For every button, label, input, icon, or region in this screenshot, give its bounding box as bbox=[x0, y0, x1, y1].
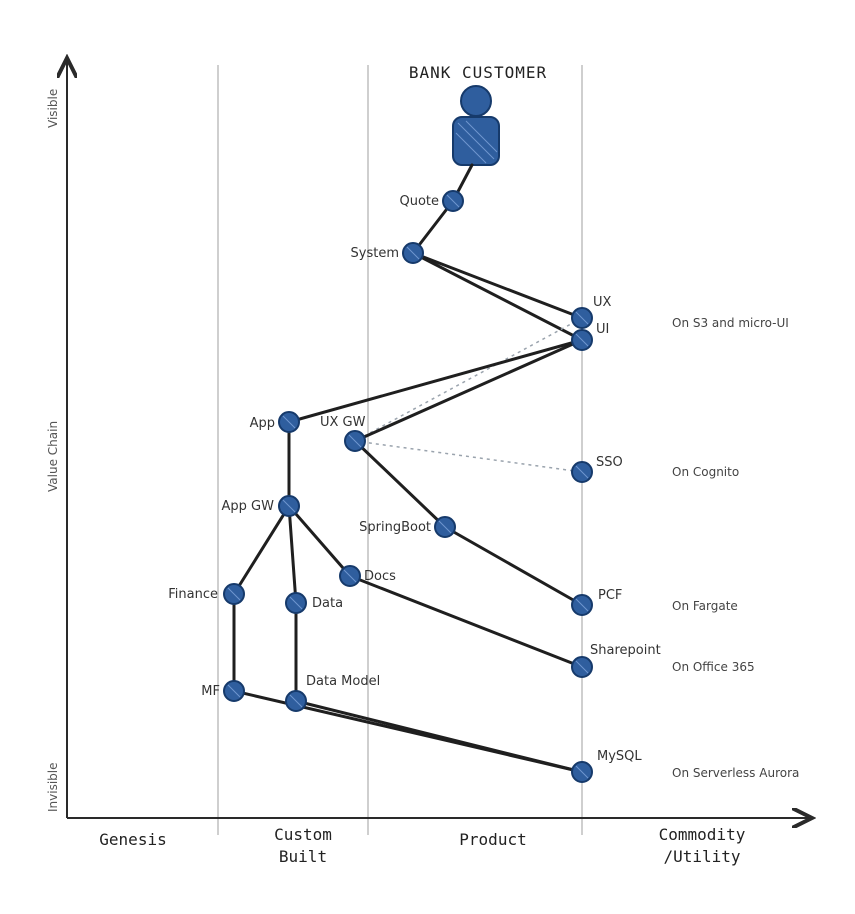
link-appgw-finance bbox=[232, 504, 291, 596]
node-label-system: System bbox=[351, 246, 399, 261]
annotation-sharepoint: On Office 365 bbox=[672, 660, 755, 674]
node-uxgw bbox=[344, 430, 366, 452]
node-label-pcf: PCF bbox=[598, 588, 622, 603]
node-pcf bbox=[571, 594, 593, 616]
link-system-ui bbox=[411, 251, 584, 342]
stage-commodity-label-line2: /Utility bbox=[663, 847, 740, 866]
node-docs bbox=[339, 565, 361, 587]
node-mysql bbox=[571, 761, 593, 783]
link-uxgw-sso-dashed bbox=[354, 440, 583, 473]
link-datamodel-mysql bbox=[294, 699, 584, 774]
link-uxgw-springboot bbox=[353, 439, 447, 529]
node-label-data: Data bbox=[312, 596, 343, 611]
node-label-mysql: MySQL bbox=[597, 749, 642, 764]
link-springboot-pcf bbox=[443, 525, 584, 607]
y-axis-invisible-label: Invisible bbox=[46, 763, 60, 813]
node-datamodel bbox=[285, 690, 307, 712]
node-label-sso: SSO bbox=[596, 455, 623, 470]
annotation-mysql: On Serverless Aurora bbox=[672, 766, 799, 780]
link-docs-sharepoint bbox=[348, 574, 584, 669]
node-label-quote: Quote bbox=[399, 194, 439, 209]
annotation-sso: On Cognito bbox=[672, 465, 739, 479]
link-appgw-data bbox=[287, 504, 298, 605]
node-appgw bbox=[278, 495, 300, 517]
node-label-appgw: App GW bbox=[222, 499, 275, 514]
stage-genesis-label: Genesis bbox=[99, 830, 166, 849]
node-ui bbox=[571, 329, 593, 351]
node-quote bbox=[442, 190, 464, 212]
node-label-uxgw: UX GW bbox=[320, 415, 366, 430]
node-label-datamodel: Data Model bbox=[306, 674, 380, 689]
stage-commodity-label-line1: Commodity bbox=[659, 825, 746, 844]
node-label-ux: UX bbox=[593, 295, 612, 310]
node-springboot bbox=[434, 516, 456, 538]
link-ux-uxgw-dashed bbox=[354, 317, 583, 442]
node-app bbox=[278, 411, 300, 433]
stage-custom-label-line1: Custom bbox=[274, 825, 332, 844]
link-ui-uxgw bbox=[353, 338, 584, 443]
node-label-sharepoint: Sharepoint bbox=[590, 643, 661, 658]
annotation-ui: On S3 and micro-UI bbox=[672, 316, 789, 330]
node-label-ui: UI bbox=[596, 322, 609, 337]
node-finance bbox=[223, 583, 245, 605]
annotation-pcf: On Fargate bbox=[672, 599, 738, 613]
node-sharepoint bbox=[571, 656, 593, 678]
stage-product-label: Product bbox=[459, 830, 526, 849]
node-sso bbox=[571, 461, 593, 483]
node-data bbox=[285, 592, 307, 614]
node-label-mf: MF bbox=[201, 684, 220, 699]
link-ui-app bbox=[287, 338, 584, 424]
bank-customer-title: BANK CUSTOMER bbox=[409, 63, 547, 82]
node-label-docs: Docs bbox=[364, 569, 396, 584]
node-label-finance: Finance bbox=[168, 587, 218, 602]
node-system bbox=[402, 242, 424, 264]
link-appgw-docs bbox=[287, 504, 352, 578]
y-axis-value-chain-label: Value Chain bbox=[46, 421, 60, 492]
node-mf bbox=[223, 680, 245, 702]
node-label-app: App bbox=[250, 416, 275, 431]
node-label-springboot: SpringBoot bbox=[359, 520, 431, 535]
stage-custom-label-line2: Built bbox=[279, 847, 327, 866]
y-axis-visible-label: Visible bbox=[46, 89, 60, 128]
bank-customer-icon bbox=[452, 85, 500, 166]
node-ux bbox=[571, 307, 593, 329]
link-system-ux bbox=[411, 251, 584, 320]
